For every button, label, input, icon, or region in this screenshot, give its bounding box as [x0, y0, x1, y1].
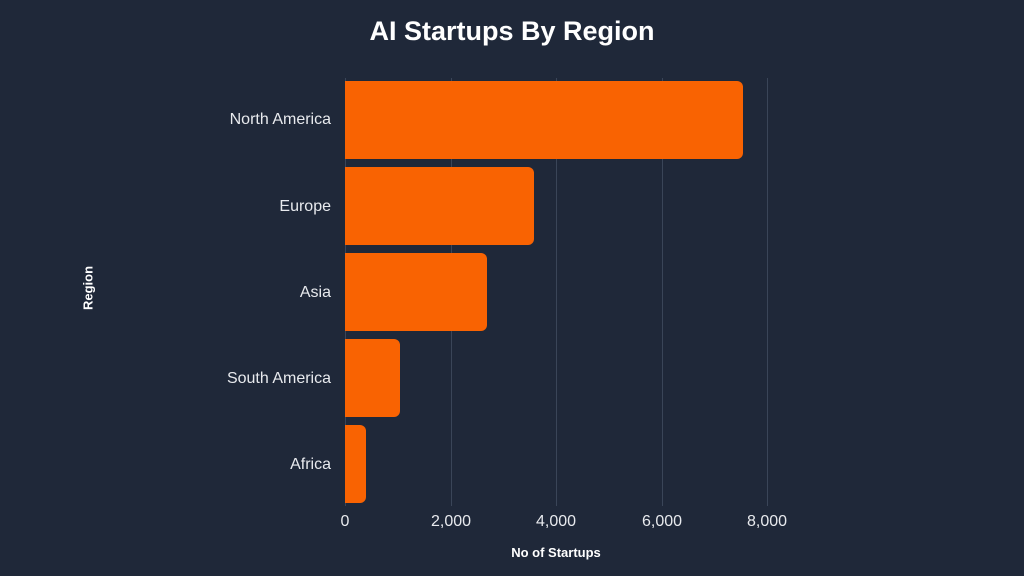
category-label: Asia [299, 284, 331, 301]
chart-title: AI Startups By Region [369, 16, 655, 46]
gridline-8000 [767, 78, 768, 506]
bar-europe [345, 167, 534, 245]
x-tick-label: 8,000 [746, 513, 788, 530]
category-label: South America [226, 370, 331, 387]
bar-asia [345, 253, 487, 331]
category-label: North America [229, 111, 331, 128]
gridline-6000 [661, 78, 663, 506]
x-tick-label: 4,000 [535, 513, 577, 530]
plot-area [345, 78, 768, 506]
gridline-4000 [556, 78, 557, 506]
bar-south-america [345, 339, 400, 417]
category-label: Europe [279, 198, 331, 215]
y-axis-label: Region [80, 265, 96, 311]
bar-north-america [345, 81, 744, 159]
category-label: Africa [290, 456, 331, 473]
x-tick-label: 0 [340, 513, 350, 530]
x-tick-label: 2,000 [430, 513, 472, 530]
x-axis-label: No of Startups [511, 545, 601, 560]
x-tick-label: 6,000 [641, 513, 683, 530]
bar-africa [345, 425, 367, 503]
